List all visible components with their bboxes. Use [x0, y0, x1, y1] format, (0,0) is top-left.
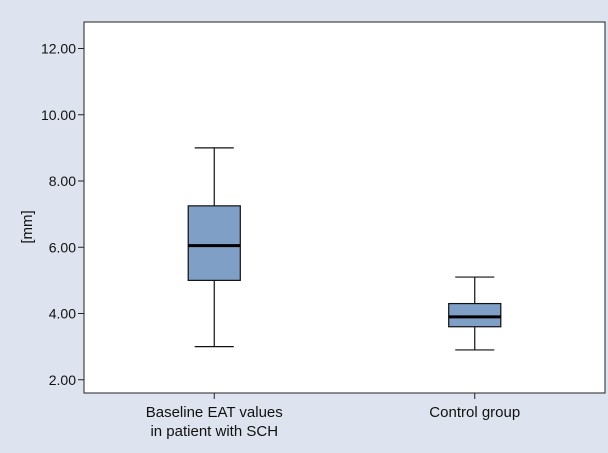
- y-tick-label: 4.00: [49, 306, 76, 322]
- y-axis-label: [mm]: [19, 210, 36, 243]
- box-series: [187, 147, 502, 351]
- iqr-box: [187, 205, 241, 281]
- y-tick-label: 6.00: [49, 239, 76, 255]
- y-tick-label: 10.00: [41, 107, 76, 123]
- x-tick-label-line: Control group: [429, 404, 520, 421]
- x-tick-label: Control group: [429, 404, 520, 421]
- x-axis: Baseline EAT values in patient with SCH Co…: [146, 393, 520, 440]
- x-tick-label: Baseline EAT values in patient with SCH: [146, 404, 283, 440]
- box-1: [187, 147, 241, 348]
- y-tick-label: 2.00: [49, 372, 76, 388]
- iqr-box: [448, 302, 502, 328]
- plot-area: [83, 21, 606, 394]
- x-tick-label-line: in patient with SCH: [150, 423, 278, 440]
- y-axis: 2.00 4.00 6.00 8.00 10.00 12.00: [41, 41, 84, 388]
- y-tick-label: 8.00: [49, 173, 76, 189]
- x-tick-label-line: Baseline EAT values: [146, 404, 283, 421]
- box-2: [448, 276, 502, 351]
- y-tick-label: 12.00: [41, 41, 76, 57]
